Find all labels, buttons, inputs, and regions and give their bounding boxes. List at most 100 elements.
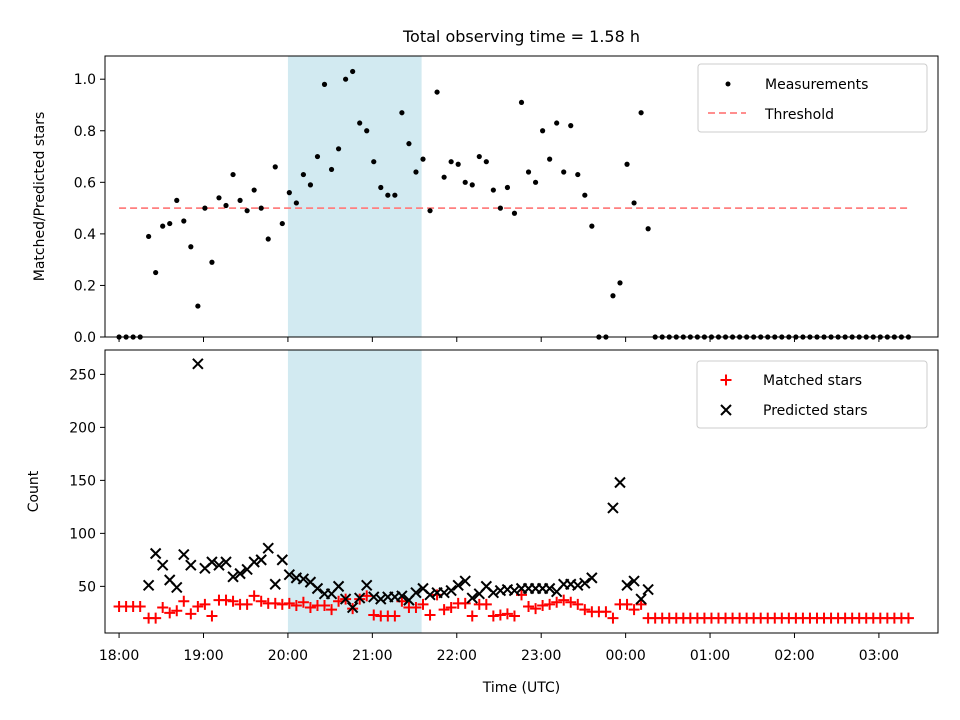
measurement-point	[272, 164, 278, 170]
matched-star-marker	[501, 608, 513, 620]
predicted-star-marker	[438, 587, 450, 599]
matched-star-marker	[417, 598, 429, 610]
count-x-tick-label: 03:00	[859, 648, 899, 664]
measurement-point	[617, 280, 623, 286]
count-y-tick-label: 250	[69, 367, 96, 383]
measurement-point	[293, 200, 299, 206]
predicted-star-marker	[234, 567, 246, 580]
ratio-y-tick-label: 1.0	[74, 72, 96, 88]
predicted-star-marker	[227, 571, 239, 583]
measurement-point	[582, 192, 588, 198]
measurement-point	[265, 236, 271, 242]
predicted-star-marker	[262, 542, 274, 554]
matched-star-marker	[290, 599, 302, 611]
measurement-point	[631, 200, 637, 206]
matched-star-marker	[185, 608, 197, 620]
matched-star-marker	[171, 605, 183, 617]
measurement-point	[202, 205, 208, 211]
predicted-star-marker	[346, 601, 359, 614]
matched-star-marker	[220, 594, 232, 606]
matched-star-marker	[445, 602, 457, 614]
measurement-point	[413, 169, 419, 175]
measurement-point	[314, 153, 321, 160]
matched-star-marker	[276, 598, 288, 610]
measurement-point	[286, 190, 292, 196]
ratio-panel: 0.0 0.2 0.4 0.6 0.8 1.0 Total observing time …	[32, 27, 939, 346]
predicted-star-marker	[579, 577, 591, 589]
matched-star-marker	[537, 599, 549, 611]
measurement-point	[279, 220, 285, 227]
legend-marker-predicted	[720, 404, 732, 416]
predicted-star-marker	[487, 587, 500, 599]
ratio-axes-frame	[104, 55, 939, 338]
measurement-point	[441, 174, 447, 180]
predicted-star-marker	[283, 568, 296, 581]
predicted-star-marker	[621, 579, 633, 592]
count-x-tick-label: 23:00	[521, 648, 561, 664]
count-legend: Matched stars Predicted stars	[696, 360, 928, 429]
predicted-star-marker	[635, 593, 647, 605]
predicted-star-marker	[396, 590, 408, 602]
count-x-tick-label: 19:00	[183, 648, 223, 664]
predicted-star-marker	[192, 358, 204, 370]
predicted-star-marker	[297, 573, 310, 585]
predicted-star-marker	[276, 554, 289, 566]
predicted-star-marker	[452, 579, 464, 592]
measurement-point	[532, 179, 539, 185]
measurement-point	[554, 120, 560, 126]
ratio-y-tick-label: 0.4	[74, 227, 96, 243]
measurement-point	[434, 89, 440, 95]
measurement-point	[216, 195, 222, 201]
measurement-point	[160, 223, 166, 229]
matched-star-marker	[558, 594, 570, 606]
measurement-point	[244, 208, 250, 214]
measurement-point	[392, 192, 398, 198]
measurement-point	[258, 205, 264, 211]
measurement-point	[610, 293, 616, 299]
count-panel: 50 100 150 200 250 18:00 19:00 20:00 21:00 22:00…	[26, 349, 939, 696]
measurement-point	[350, 68, 356, 75]
matched-star-marker	[438, 604, 450, 616]
count-x-tick-label: 18:00	[99, 648, 139, 664]
predicted-star-marker	[466, 592, 478, 604]
measurement-point	[300, 171, 307, 178]
predicted-star-marker	[586, 572, 598, 584]
matched-star-marker	[157, 602, 169, 614]
matched-star-marker	[607, 612, 619, 624]
measurement-point	[237, 197, 243, 203]
matched-star-marker	[424, 609, 436, 621]
matched-star-marker	[551, 596, 563, 608]
shaded-observing-span	[287, 56, 422, 337]
ratio-y-tick-label: 0.6	[74, 175, 96, 191]
predicted-star-marker	[206, 556, 218, 568]
count-axes-frame	[104, 349, 939, 634]
measurement-point	[223, 202, 229, 209]
predicted-star-marker	[543, 582, 556, 595]
measurement-point	[504, 184, 511, 191]
count-legend-box	[696, 360, 928, 429]
predicted-star-marker	[508, 584, 521, 597]
ratio-y-ticks: 0.0 0.2 0.4 0.6 0.8 1.0	[74, 72, 105, 346]
matched-star-marker	[459, 597, 471, 609]
matched-star-marker	[283, 597, 295, 609]
matched-star-marker	[635, 598, 647, 610]
count-x-ticks: 18:00 19:00 20:00 21:00 22:00 23:00 00:00 01:00…	[99, 633, 899, 664]
measurement-point	[525, 169, 532, 175]
ratio-y-tick-label: 0.0	[74, 330, 96, 346]
predicted-star-marker	[410, 587, 422, 599]
measurement-point	[645, 226, 651, 232]
measurement-point	[638, 110, 644, 116]
matched-star-marker	[530, 603, 542, 615]
matched-star-marker	[410, 602, 422, 614]
matched-star-marker	[508, 610, 520, 622]
predicted-star-marker	[445, 584, 457, 597]
predicted-star-marker	[642, 583, 654, 596]
measurement-point	[561, 169, 567, 175]
matched-star-marker	[199, 598, 211, 610]
measurement-point	[371, 159, 377, 165]
predicted-star-marker	[311, 582, 324, 595]
matched-star-marker	[523, 601, 535, 613]
measurement-point	[483, 159, 489, 165]
matched-star-marker	[248, 590, 260, 602]
matched-star-marker	[227, 595, 239, 607]
